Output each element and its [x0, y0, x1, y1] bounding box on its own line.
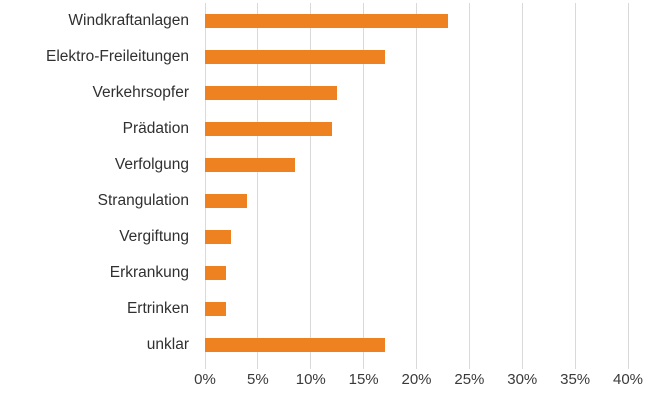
x-tick-label: 0%	[194, 371, 216, 388]
category-label: Prädation	[122, 120, 189, 137]
bar-verkehrsopfer	[205, 86, 338, 100]
x-tick-label: 5%	[247, 371, 269, 388]
bar-elektro-freileitungen	[205, 50, 385, 64]
category-label: Ertrinken	[126, 300, 189, 317]
x-axis-labels: 0% 5% 10% 15% 20% 25% 30% 35% 40%	[194, 371, 643, 391]
gridline	[574, 3, 576, 363]
axis-tick	[363, 363, 365, 369]
category-label: unklar	[146, 336, 189, 353]
x-tick-label: 10%	[295, 371, 326, 388]
axis-tick	[257, 363, 259, 369]
bar-erkrankung	[205, 266, 227, 280]
bar-strangulation	[205, 194, 248, 208]
x-tick-label: 25%	[454, 371, 485, 388]
x-tick-label: 20%	[401, 371, 432, 388]
x-tick-label: 15%	[348, 371, 379, 388]
axis-tick	[416, 363, 417, 369]
category-label: Vergiftung	[119, 228, 189, 245]
gridline	[310, 3, 312, 363]
category-label: Elektro-Freileitungen	[45, 48, 189, 65]
gridline	[468, 3, 470, 363]
plot-area	[204, 3, 629, 369]
bar-windkraftanlagen	[205, 14, 449, 28]
axis-tick	[627, 363, 629, 369]
axis-tick	[468, 363, 470, 369]
axis-tick	[521, 363, 523, 369]
gridline	[363, 3, 365, 363]
gridline	[416, 3, 417, 363]
gridline	[257, 3, 259, 363]
axis-tick	[574, 363, 576, 369]
bar-unklar	[205, 338, 385, 352]
x-tick-label: 30%	[507, 371, 538, 388]
axis-tick	[204, 363, 206, 369]
bar-verfolgung	[205, 158, 295, 172]
category-label: Verfolgung	[114, 156, 189, 173]
y-axis-labels: Windkraftanlagen Elektro-Freileitungen Ver…	[0, 3, 205, 363]
gridline	[521, 3, 523, 363]
category-label: Erkrankung	[109, 264, 189, 281]
gridline	[627, 3, 629, 363]
category-label: Verkehrsopfer	[92, 84, 190, 101]
gridline	[204, 3, 206, 363]
bar-vergiftung	[205, 230, 232, 244]
x-tick-label: 35%	[560, 371, 591, 388]
category-label: Strangulation	[97, 192, 189, 209]
axis-tick	[310, 363, 312, 369]
x-tick-label: 40%	[612, 371, 644, 388]
category-label: Windkraftanlagen	[68, 12, 189, 29]
bar-prädation	[205, 122, 332, 136]
bar-ertrinken	[205, 302, 227, 316]
